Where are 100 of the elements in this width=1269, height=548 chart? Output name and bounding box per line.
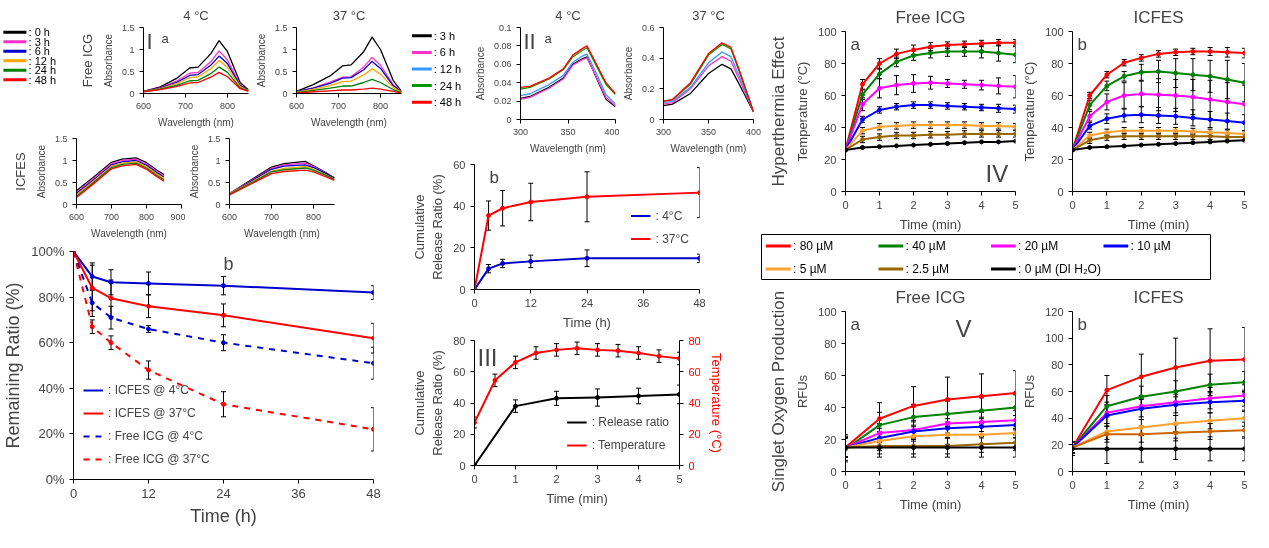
text: Free ICG — [79, 33, 95, 88]
y-tick-label: 1.5 — [54, 133, 68, 144]
y-tick-label: 1 — [62, 155, 68, 166]
x-tick-label: 2 — [910, 478, 917, 491]
y-tick-label: 60 — [824, 369, 837, 382]
y-tick-label: 20 — [453, 428, 466, 441]
y-tick-label: 80 — [1051, 57, 1064, 70]
y-tick-label: 0.5 — [121, 66, 135, 77]
y-axis-title: Absorbance — [102, 33, 114, 88]
legend-label: : ICFES @ 37°C — [108, 406, 196, 420]
y-tick-label: 20 — [1051, 438, 1064, 451]
x-tick-label: 24 — [580, 296, 594, 309]
x-axis-title: Time (h) — [190, 505, 257, 526]
legend-label: : 0 µM (DI H₂O) — [1018, 262, 1101, 276]
y-axis-title: Absorbance — [255, 33, 267, 88]
annotation: b — [489, 167, 499, 187]
y-tick-label: 0.08 — [493, 40, 512, 51]
y-tick-label: 80 — [453, 334, 466, 347]
x-tick-label: 0 — [471, 472, 478, 485]
x-tick-label: 3 — [1172, 478, 1179, 491]
legend-label: : ICFES @ 4°C — [108, 383, 189, 397]
y-tick-label: 80 — [824, 337, 837, 350]
x-tick-label: 5 — [1012, 198, 1019, 211]
x-axis-title: Wavelength (nm) — [311, 116, 387, 128]
y2-tick-label: 60 — [688, 365, 701, 378]
y-tick-label: 20 — [824, 153, 837, 166]
legend-label: : 48 h — [433, 96, 462, 109]
x-tick-label: 300 — [655, 126, 672, 137]
x-axis-title: Time (min) — [1127, 216, 1190, 232]
y-tick-label: 40 — [1051, 121, 1064, 134]
y-tick-label: 0.5 — [274, 66, 288, 77]
y2-tick-label: 20 — [688, 428, 701, 441]
legend-label: : 10 µM — [1130, 239, 1171, 253]
y-axis-title: Absorbance — [35, 144, 47, 199]
x-tick-label: 600 — [221, 211, 238, 222]
y-axis-title: Remaining Ratio (%) — [3, 282, 24, 449]
x-tick-label: 48 — [693, 296, 706, 309]
y-tick-label: 40 — [453, 397, 466, 409]
x-tick-label: 36 — [291, 485, 306, 501]
x-tick-label: 700 — [263, 211, 280, 222]
y2-tick-label: 80 — [688, 334, 701, 347]
annotation: b — [1077, 34, 1087, 54]
chart-title: Free ICG — [895, 287, 966, 307]
y-tick-label: 40% — [38, 380, 65, 396]
y-tick-label: 100 — [1045, 332, 1064, 345]
y-tick-label: 60 — [453, 158, 466, 171]
y-tick-label: 60 — [1051, 385, 1064, 398]
annotation: V — [955, 314, 972, 342]
y-tick-label: 40 — [1051, 412, 1064, 425]
text: Hyperthermia Effect — [768, 36, 788, 187]
x-tick-label: 400 — [745, 126, 762, 137]
y-tick-label: 0.5 — [54, 177, 68, 188]
x-tick-label: 700 — [330, 100, 347, 111]
legend-label: : 80 µM — [793, 239, 834, 253]
y-tick-label: 0.5 — [207, 177, 221, 188]
y-tick-label: 20% — [38, 426, 65, 442]
y-axis-title: Cumulative Release Ratio (%) — [412, 350, 446, 456]
y-tick-label: 0.04 — [493, 77, 512, 88]
x-axis-title: Wavelength (nm) — [244, 227, 320, 239]
x-tick-label: 3 — [1172, 198, 1179, 211]
y-tick-label: 20 — [453, 241, 466, 254]
legend-label: : 12 h — [433, 63, 462, 75]
legend-label: : 2.5 µM — [905, 262, 950, 276]
y-tick-label: 20 — [824, 433, 837, 446]
y-tick-label: 100 — [818, 25, 837, 38]
x-axis-title: Wavelength (nm) — [670, 142, 747, 154]
x-tick-label: 700 — [103, 211, 120, 222]
chart-title: 37 °C — [332, 7, 366, 23]
x-tick-label: 0 — [1069, 198, 1076, 211]
y-axis-title: Absorbance — [622, 46, 634, 101]
y-tick-label: 20 — [1051, 153, 1064, 166]
y-tick-label: 60% — [38, 335, 65, 351]
x-tick-label: 600 — [68, 211, 85, 222]
y-tick-label: 100% — [31, 244, 65, 259]
x-axis-title: Wavelength (nm) — [158, 116, 234, 128]
legend-label: : Free ICG @ 4°C — [108, 429, 203, 443]
x-axis-title: Wavelength (nm) — [530, 142, 606, 154]
chart-title: ICFES — [1133, 7, 1184, 27]
y2-tick-label: 40 — [688, 397, 701, 409]
annotation: I — [146, 28, 153, 54]
x-tick-label: 5 — [1241, 478, 1248, 491]
chart-title: 37 °C — [692, 7, 725, 23]
x-tick-label: 2 — [1138, 198, 1145, 211]
y-axis-title: Absorbance — [188, 144, 200, 199]
x-tick-label: 12 — [141, 485, 156, 501]
x-tick-label: 2 — [910, 198, 917, 211]
y-tick-label: 0.2 — [641, 83, 655, 94]
y-tick-label: 100 — [1045, 25, 1064, 38]
legend-label: : Free ICG @ 37°C — [108, 452, 210, 466]
legend-label: : 3 h — [433, 29, 456, 42]
x-tick-label: 12 — [524, 296, 537, 309]
y-tick-label: 0 — [830, 185, 837, 198]
y-tick-label: 80 — [824, 57, 837, 70]
annotation: b — [1077, 314, 1087, 334]
y-axis-title: Temperature (°C) — [1022, 61, 1038, 162]
y-axis-title: Temperature (°C) — [795, 61, 811, 162]
y2-axis-title: Temperature (°C) — [708, 353, 724, 453]
chart-title: ICFES — [1133, 287, 1184, 307]
y-axis-title: RFUs — [795, 374, 811, 409]
chart-title: Free ICG — [895, 7, 966, 27]
